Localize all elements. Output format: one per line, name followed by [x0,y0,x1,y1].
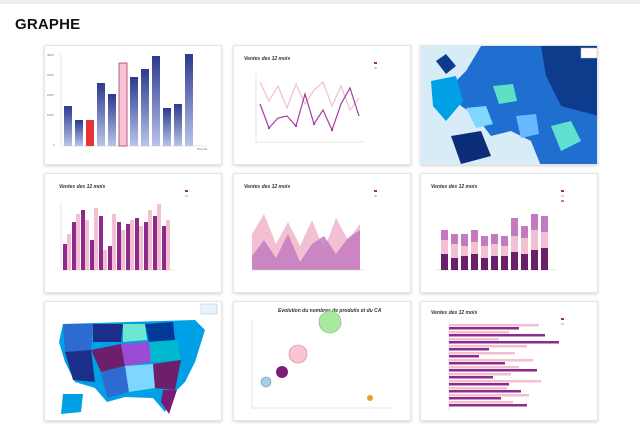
svg-text:0: 0 [53,143,55,147]
thumbnail-area-chart[interactable]: Ventes des 12 mois [233,173,411,293]
thumbnail-usa-map[interactable] [44,301,222,421]
thumbnail-europe-map[interactable] [420,45,598,165]
bars-chart-title: Ventes des 12 mois [59,184,105,190]
hbar-chart-title: Ventes des 12 mois [431,310,477,316]
svg-text:2000: 2000 [47,93,54,97]
thumbnail-stacked-bar-chart[interactable]: Ventes des 12 mois [420,173,598,293]
stacked-chart-title: Ventes des 12 mois [431,184,477,190]
chart-gallery: 4000 3000 2000 1000 0 Periode Ventes des 12 m… [44,45,600,421]
svg-text:3000: 3000 [47,73,54,77]
thumbnail-bubble-chart[interactable]: Evolution du nombres de produits et du C… [233,301,411,421]
page-title: GRAPHE [15,16,81,33]
area-chart-title: Ventes des 12 mois [244,184,290,190]
thumbnail-horizontal-bar-chart[interactable]: Ventes des 12 mois [420,301,598,421]
thumbnail-line-chart[interactable]: Ventes des 12 mois [233,45,411,165]
thumbnail-bar-chart-gradient[interactable]: 4000 3000 2000 1000 0 Periode [44,45,222,165]
top-border [0,0,640,4]
svg-text:Periode: Periode [197,147,208,151]
thumbnail-grouped-bar-chart[interactable]: Ventes des 12 mois [44,173,222,293]
line-chart-title: Ventes des 12 mois [244,56,290,62]
svg-text:1000: 1000 [47,113,54,117]
svg-text:4000: 4000 [47,53,54,57]
